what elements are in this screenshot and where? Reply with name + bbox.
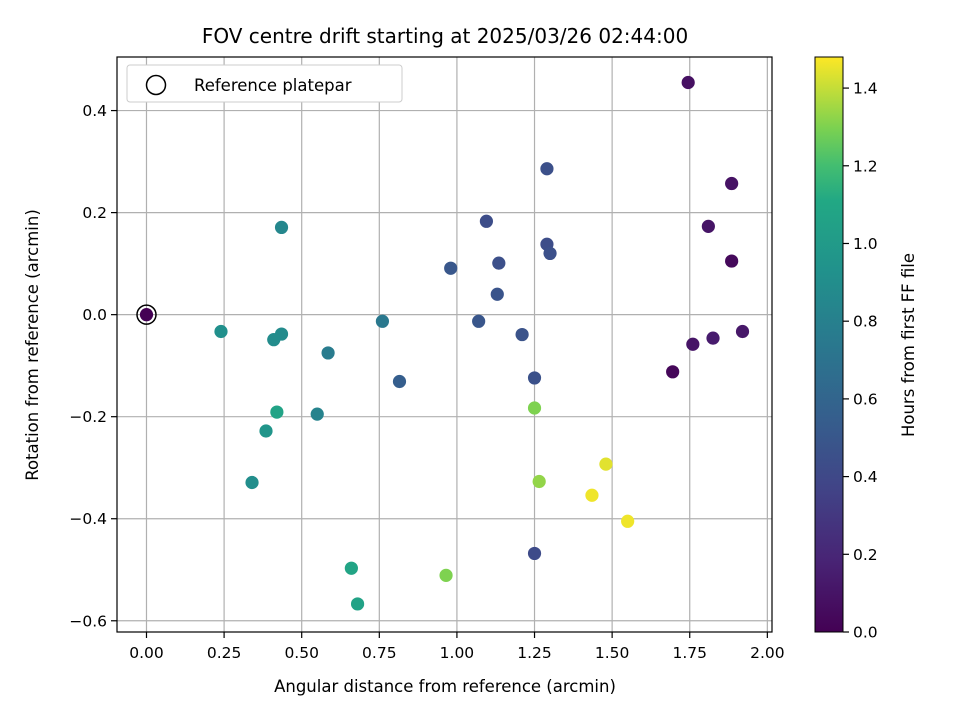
data-point bbox=[686, 337, 700, 351]
data-point bbox=[681, 75, 695, 90]
data-point bbox=[392, 374, 407, 389]
colorbar-tick-label: 1.0 bbox=[853, 235, 878, 253]
data-point bbox=[344, 561, 358, 575]
y-tick-label: −0.4 bbox=[69, 510, 107, 528]
data-point bbox=[267, 333, 281, 347]
x-tick-label: 0.25 bbox=[207, 644, 242, 662]
data-point bbox=[532, 474, 546, 489]
x-axis-label: Angular distance from reference (arcmin) bbox=[274, 677, 616, 696]
data-point bbox=[139, 308, 154, 322]
colorbar-tick-label: 1.4 bbox=[853, 80, 878, 98]
data-point bbox=[515, 327, 529, 342]
legend: Reference platepar bbox=[126, 64, 403, 103]
colorbar-tick-label: 0.2 bbox=[853, 546, 878, 564]
data-point bbox=[270, 405, 284, 419]
data-point bbox=[321, 346, 335, 360]
x-tick-label: 1.75 bbox=[672, 644, 707, 662]
data-point bbox=[439, 568, 453, 582]
x-axis: 0.00 0.25 0.50 0.75 1.00 1.25 1.50 1.75 2.00 bbox=[129, 632, 785, 662]
data-point bbox=[527, 401, 542, 415]
data-point bbox=[725, 254, 739, 268]
x-tick-label: 0.75 bbox=[362, 644, 397, 662]
colorbar-tick-label: 0.4 bbox=[853, 468, 878, 486]
colorbar-gradient bbox=[814, 56, 844, 633]
data-point bbox=[490, 287, 504, 301]
grid bbox=[117, 57, 772, 632]
data-point bbox=[621, 514, 635, 528]
chart-title: FOV centre drift starting at 2025/03/26 … bbox=[202, 24, 688, 48]
y-axis-label: Rotation from reference (arcmin) bbox=[23, 209, 42, 481]
colorbar-tick-label: 0.6 bbox=[853, 390, 878, 408]
colorbar: 0.0 0.2 0.4 0.6 0.8 1.0 1.2 1.4 Hours from firs… bbox=[814, 56, 918, 642]
data-point bbox=[543, 246, 557, 261]
data-point bbox=[666, 365, 680, 379]
data-point bbox=[540, 162, 554, 176]
data-point bbox=[245, 475, 259, 490]
data-point bbox=[259, 424, 273, 438]
data-point bbox=[527, 546, 542, 561]
data-point bbox=[472, 314, 486, 328]
y-tick-label: 0.4 bbox=[82, 102, 107, 120]
y-tick-label: −0.2 bbox=[69, 408, 107, 426]
x-tick-label: 1.25 bbox=[517, 644, 552, 662]
x-tick-label: 1.00 bbox=[440, 644, 475, 662]
data-point bbox=[350, 597, 365, 611]
data-point bbox=[492, 256, 506, 270]
data-point bbox=[585, 488, 599, 502]
x-tick-label: 0.50 bbox=[284, 644, 319, 662]
data-point bbox=[310, 407, 324, 421]
legend-label: Reference platepar bbox=[194, 76, 352, 95]
y-axis: −0.6 −0.4 −0.2 0.0 0.2 0.4 bbox=[69, 102, 117, 630]
data-point bbox=[444, 261, 458, 275]
colorbar-ticks: 0.0 0.2 0.4 0.6 0.8 1.0 1.2 1.4 bbox=[843, 80, 878, 642]
data-point bbox=[527, 371, 542, 385]
legend-marker bbox=[145, 74, 167, 96]
colorbar-label: Hours from first FF file bbox=[899, 253, 918, 437]
y-tick-label: 0.0 bbox=[82, 306, 107, 324]
x-tick-label: 2.00 bbox=[750, 644, 785, 662]
data-points bbox=[136, 75, 750, 611]
data-point bbox=[375, 314, 390, 328]
data-point bbox=[479, 214, 494, 228]
data-point bbox=[214, 324, 228, 339]
y-tick-label: −0.6 bbox=[69, 612, 107, 630]
data-point bbox=[599, 457, 613, 471]
data-point bbox=[274, 220, 289, 235]
y-tick-label: 0.2 bbox=[82, 204, 107, 222]
data-point bbox=[735, 324, 750, 339]
data-point bbox=[701, 219, 715, 233]
colorbar-tick-label: 1.2 bbox=[853, 157, 878, 175]
legend-box bbox=[126, 64, 403, 103]
data-point bbox=[725, 176, 739, 191]
colorbar-tick-label: 0.0 bbox=[853, 624, 878, 642]
colorbar-tick-label: 0.8 bbox=[853, 313, 878, 331]
data-point bbox=[706, 331, 720, 345]
reference-marker bbox=[136, 304, 157, 325]
plot-frame bbox=[116, 56, 773, 633]
x-tick-label: 0.00 bbox=[129, 644, 164, 662]
x-tick-label: 1.50 bbox=[595, 644, 630, 662]
